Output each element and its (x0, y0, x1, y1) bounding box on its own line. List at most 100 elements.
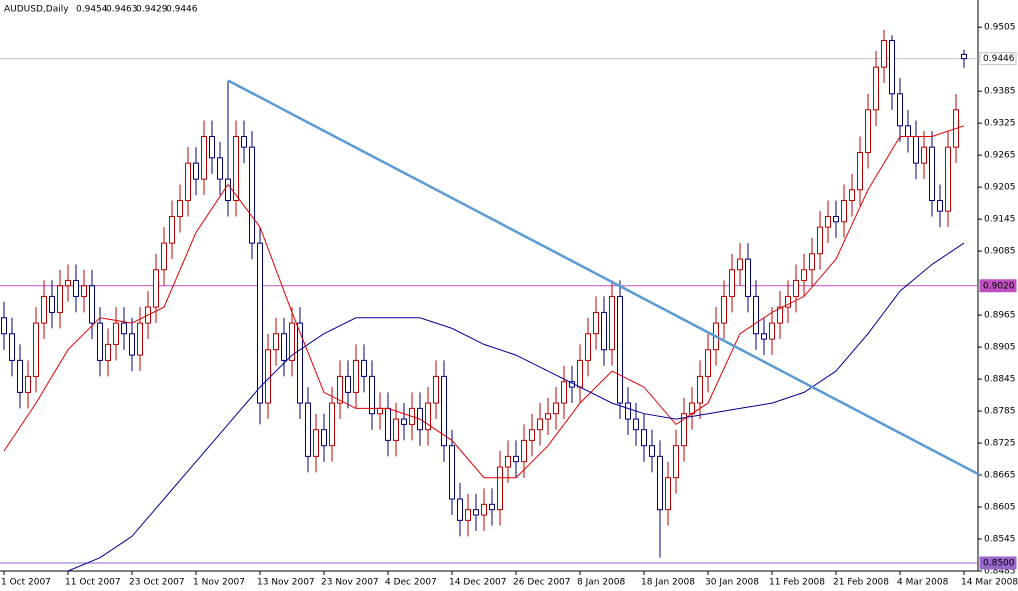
candle-body (441, 375, 447, 447)
candle-body (89, 285, 95, 324)
y-tick-label: 0.8485 (984, 567, 1016, 577)
candle-body (641, 429, 647, 447)
candle-body (329, 402, 335, 447)
candle-body (609, 295, 615, 351)
candle-body (913, 135, 919, 164)
candle-body (401, 418, 407, 425)
candle-body (497, 466, 503, 511)
candle-body (585, 333, 591, 361)
candle-body (169, 215, 175, 244)
y-tick-label: 0.8785 (984, 407, 1016, 417)
candle-body (225, 178, 231, 201)
y-tick-label: 0.9265 (984, 151, 1016, 161)
candle-body (705, 349, 711, 377)
y-tick-label: 0.9205 (984, 183, 1016, 193)
candle-body (193, 162, 199, 180)
candle-body (889, 40, 895, 95)
candle-body (697, 375, 703, 404)
candle-body (377, 407, 383, 415)
candle-body (465, 509, 471, 521)
candle-body (121, 322, 127, 335)
candle-body (305, 402, 311, 457)
candle-body (17, 359, 23, 393)
candle-body (281, 333, 287, 361)
candle-body (185, 162, 191, 201)
candle-body (9, 333, 15, 361)
candle-body (201, 135, 207, 180)
y-tick-label: 0.8605 (984, 503, 1016, 513)
candle-body (873, 66, 879, 111)
candle-body (513, 455, 519, 463)
candle-body (297, 322, 303, 404)
candle-body (817, 226, 823, 255)
candle-body (505, 455, 511, 468)
price-label-box (979, 556, 1017, 570)
y-tick-label: 0.8545 (984, 535, 1016, 545)
x-tick-label: 8 Jan 2008 (577, 578, 625, 588)
candle-body (769, 322, 775, 340)
candle-body (241, 135, 247, 148)
candle-body (217, 157, 223, 180)
candle-body (529, 429, 535, 441)
candle-body (361, 359, 367, 377)
x-tick-label: 13 Nov 2007 (257, 578, 315, 588)
candle-body (113, 322, 119, 345)
candle-body (761, 333, 767, 340)
x-tick-label: 11 Feb 2008 (769, 578, 825, 588)
candle-body (337, 375, 343, 404)
x-tick-label: 26 Dec 2007 (513, 578, 571, 588)
x-tick-label: 4 Dec 2007 (385, 578, 437, 588)
y-tick-label: 0.8965 (984, 311, 1016, 321)
ohlc-low: 0.9429 (136, 5, 168, 15)
y-tick-label: 0.8665 (984, 471, 1016, 481)
candle-body (425, 402, 431, 431)
candle-body (233, 135, 239, 201)
candle-body (105, 343, 111, 361)
x-tick-label: 21 Feb 2008 (833, 578, 889, 588)
price-label: 0.8500 (983, 559, 1015, 569)
candle-body (665, 477, 671, 511)
candle-body (489, 503, 495, 511)
y-tick-label: 0.8905 (984, 343, 1016, 353)
x-tick-label: 18 Jan 2008 (641, 578, 695, 588)
candle-body (801, 269, 807, 281)
candle-body (865, 109, 871, 153)
moving-average-line (67, 242, 965, 572)
candle-body (921, 146, 927, 164)
price-label-box (979, 279, 1017, 293)
price-label-box (979, 52, 1017, 66)
y-tick-label: 0.9145 (984, 215, 1016, 225)
x-tick-label: 14 Dec 2007 (449, 578, 507, 588)
candle-body (721, 295, 727, 324)
candle-body (673, 445, 679, 479)
x-tick-label: 23 Oct 2007 (129, 578, 185, 588)
candle-body (745, 258, 751, 297)
y-tick-label: 0.9505 (984, 23, 1016, 33)
candle-body (249, 146, 255, 244)
price-label: 0.9020 (983, 281, 1015, 291)
candle-body (57, 285, 63, 313)
x-tick-label: 14 Mar 2008 (961, 578, 1018, 588)
candle-body (577, 359, 583, 388)
candle-body (633, 418, 639, 431)
moving-average-line (3, 125, 965, 479)
chart-title: AUDUSD,Daily (4, 5, 69, 15)
candle-body (457, 498, 463, 521)
y-tick-label: 0.9385 (984, 87, 1016, 97)
candle-body (97, 322, 103, 361)
candle-body (809, 253, 815, 271)
candle-body (857, 151, 863, 191)
ohlc-high: 0.9463 (106, 5, 138, 15)
x-tick-label: 1 Nov 2007 (193, 578, 245, 588)
candle-body (937, 199, 943, 212)
candle-body (449, 445, 455, 500)
candle-body (153, 269, 159, 308)
candle-body (753, 295, 759, 335)
candle-body (65, 279, 71, 287)
candle-body (177, 199, 183, 217)
trendline (227, 79, 981, 477)
candle-body (929, 146, 935, 201)
candle-body (785, 295, 791, 308)
candle-body (393, 418, 399, 441)
